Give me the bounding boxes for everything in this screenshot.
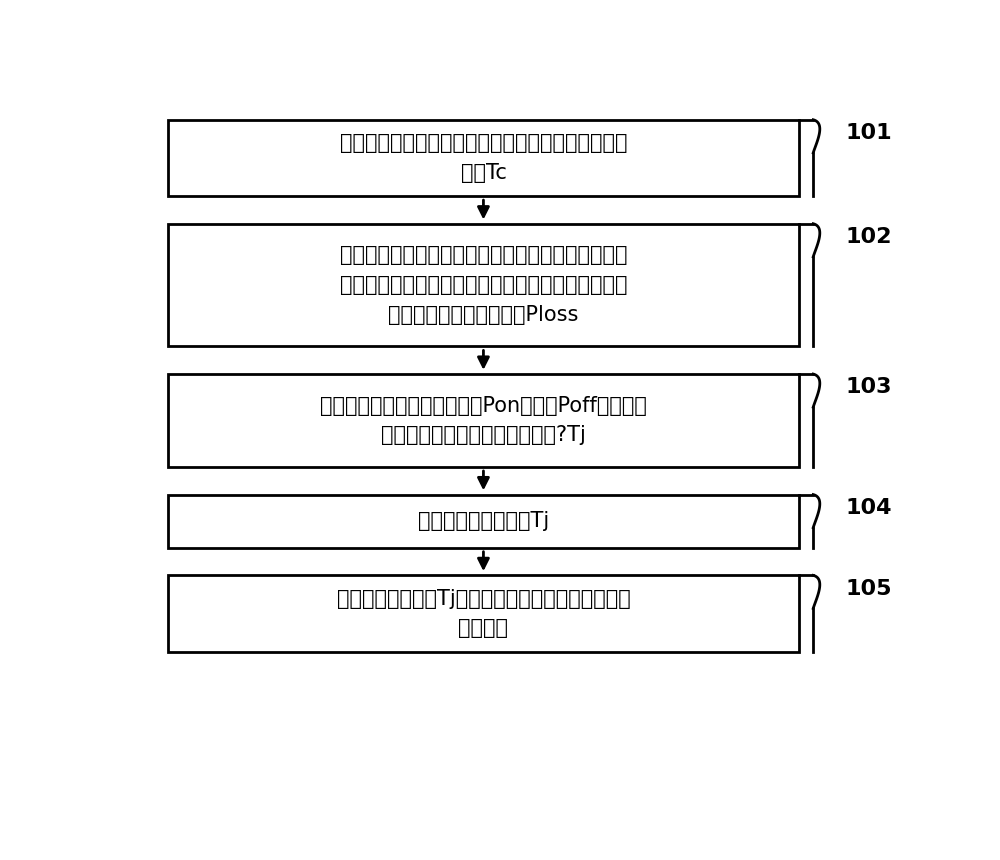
Text: 102: 102	[846, 227, 892, 247]
FancyBboxPatch shape	[168, 494, 799, 548]
Text: 将温度探头固定在开关管表壳并将采集到的器件表面
温度Tc: 将温度探头固定在开关管表壳并将采集到的器件表面 温度Tc	[340, 133, 627, 182]
Text: 获取开关管结点温度Tj: 获取开关管结点温度Tj	[418, 511, 549, 531]
Text: 104: 104	[846, 498, 892, 518]
FancyBboxPatch shape	[168, 224, 799, 347]
Text: 将开关管结点温度Tj值与降额后的标准温度范围对比
得出结果: 将开关管结点温度Tj值与降额后的标准温度范围对比 得出结果	[337, 588, 630, 638]
FancyBboxPatch shape	[168, 120, 799, 196]
Text: 使用高精度电压探头，电流探头利用示波器获取开关
管单周期内电压、电流波形的抓取，并自动生成功率
损耗曲线，获取耗散功率Ploss: 使用高精度电压探头，电流探头利用示波器获取开关 管单周期内电压、电流波形的抓取，…	[340, 245, 627, 324]
Text: 101: 101	[846, 123, 892, 143]
Text: 根据实际测量中对开关周期、Pon波形、Poff波形的抓
取，获取完成表壳至结点的温升?Tj: 根据实际测量中对开关周期、Pon波形、Poff波形的抓 取，获取完成表壳至结点的…	[320, 396, 647, 445]
FancyBboxPatch shape	[168, 374, 799, 467]
Text: 105: 105	[846, 579, 892, 599]
Text: 103: 103	[846, 378, 892, 397]
FancyBboxPatch shape	[168, 575, 799, 652]
